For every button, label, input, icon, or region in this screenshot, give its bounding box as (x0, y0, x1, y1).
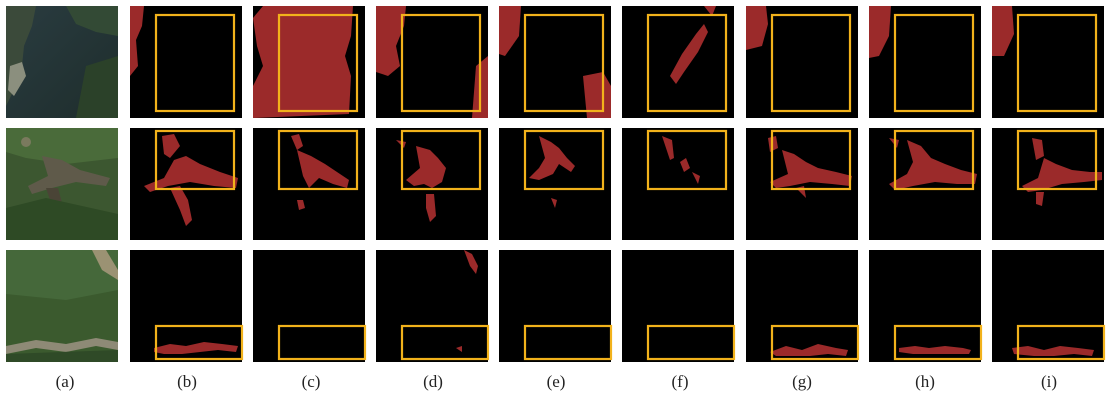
mask-region (376, 6, 406, 76)
mask-region (297, 150, 349, 188)
mask-region (869, 6, 891, 58)
label-f: (f) (671, 372, 689, 391)
mask-tile-r3-c (253, 250, 367, 362)
mask-region (529, 136, 575, 180)
highlight-box (523, 129, 605, 191)
mask-region (770, 150, 852, 188)
mask-region (130, 6, 144, 76)
mask-tile-r3-i (992, 250, 1106, 362)
mask-region (426, 194, 436, 222)
label-h: (h) (915, 372, 935, 391)
highlight-box (770, 129, 852, 191)
highlight-box (277, 324, 367, 361)
mask-region (170, 186, 192, 226)
mask-region (704, 6, 716, 16)
mask-tile-r1-f (622, 6, 734, 118)
highlight-box (154, 324, 244, 361)
mask-region (162, 134, 180, 158)
highlight-box (154, 13, 236, 113)
mask-region (297, 200, 305, 210)
highlight-box (400, 129, 482, 191)
highlight-box (277, 129, 359, 191)
satellite-tile-r2 (6, 128, 118, 240)
highlight-box (770, 324, 860, 361)
highlight-box (400, 324, 490, 361)
highlight-box (646, 13, 728, 113)
mask-region (154, 342, 238, 354)
highlight-box (893, 13, 975, 113)
mask-region (291, 134, 303, 150)
mask-region (406, 146, 446, 188)
highlight-box (523, 324, 613, 361)
mask-region (253, 6, 353, 118)
mask-tile-r1-g (746, 6, 858, 118)
mask-tile-r2-h (869, 128, 981, 240)
label-g: (g) (792, 372, 812, 391)
mask-tile-r3-f (622, 250, 736, 362)
mask-tile-r3-h (869, 250, 983, 362)
highlight-box (770, 13, 852, 113)
mask-tile-r1-h (869, 6, 981, 118)
mask-region (499, 6, 521, 56)
mask-region (551, 198, 557, 208)
mask-region (456, 346, 462, 352)
mask-tile-r1-i (992, 6, 1104, 118)
highlight-box (154, 129, 236, 191)
label-d: (d) (423, 372, 443, 391)
satellite-tile-r3 (6, 250, 118, 362)
label-c: (c) (301, 372, 321, 391)
mask-region (692, 172, 700, 184)
mask-region (464, 250, 478, 274)
mask-region (1012, 346, 1094, 356)
highlight-box (1016, 129, 1098, 191)
highlight-box (400, 13, 482, 113)
highlight-box (893, 129, 975, 191)
mask-region (670, 24, 708, 84)
highlight-box (1016, 324, 1106, 361)
mask-region (899, 346, 971, 354)
highlight-box (523, 13, 605, 113)
mask-tile-r2-d (376, 128, 488, 240)
label-i: (i) (1040, 372, 1058, 391)
mask-region (1032, 138, 1044, 160)
mask-region (662, 136, 674, 160)
mask-region (889, 140, 977, 190)
label-b: (b) (177, 372, 197, 391)
mask-tile-r1-b (130, 6, 242, 118)
mask-region (1022, 158, 1102, 192)
mask-tile-r3-g (746, 250, 860, 362)
mask-region (1036, 192, 1044, 206)
mask-tile-r3-e (499, 250, 613, 362)
satellite-tile-r1 (6, 6, 118, 118)
highlight-box (646, 129, 728, 191)
mask-tile-r2-c (253, 128, 365, 240)
mask-tile-r1-c (253, 6, 365, 118)
mask-tile-r1-e (499, 6, 611, 118)
mask-tile-r2-g (746, 128, 858, 240)
mask-region (680, 158, 690, 172)
mask-region (992, 6, 1014, 56)
mask-tile-r3-d (376, 250, 490, 362)
mask-tile-r2-f (622, 128, 734, 240)
highlight-box (893, 324, 983, 361)
label-e: (e) (546, 372, 566, 391)
mask-tile-r2-i (992, 128, 1104, 240)
highlight-box (277, 13, 359, 113)
label-a: (a) (55, 372, 75, 391)
highlight-box (1016, 13, 1098, 113)
mask-region (746, 6, 768, 50)
mask-region (144, 156, 238, 192)
mask-tile-r1-d (376, 6, 488, 118)
mask-tile-r2-e (499, 128, 611, 240)
highlight-box (646, 324, 736, 361)
mask-tile-r2-b (130, 128, 242, 240)
mask-tile-r3-b (130, 250, 244, 362)
mask-region (770, 344, 848, 356)
